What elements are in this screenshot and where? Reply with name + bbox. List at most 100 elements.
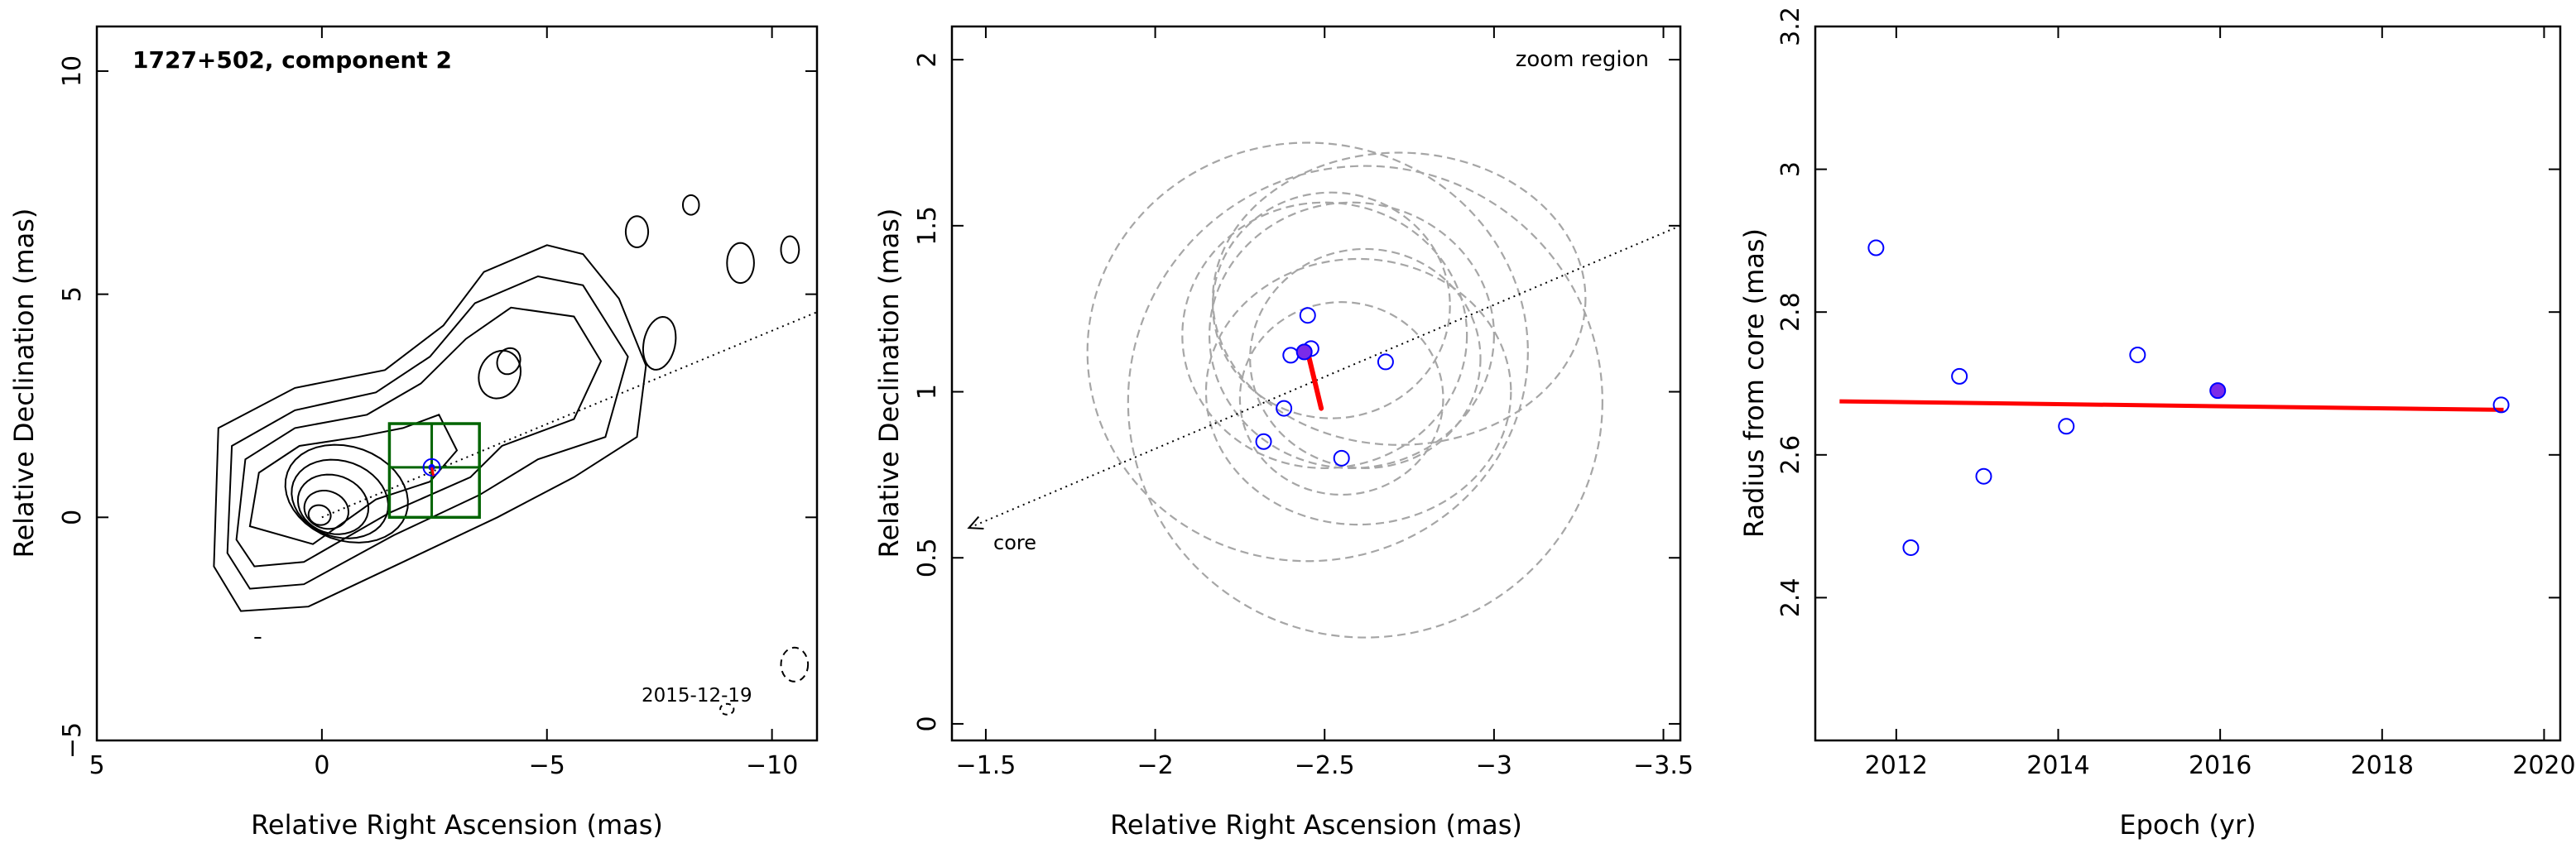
axis-ticks: 5 0 −5 −10 −5 0 5 10 — [58, 26, 817, 780]
map-marks — [321, 311, 817, 520]
component-marker — [422, 458, 441, 477]
jet-contour — [213, 244, 647, 612]
zoom-region-label: zoom region — [1516, 47, 1649, 72]
core-arrowhead — [967, 515, 984, 529]
x-tick-label: −10 — [746, 751, 798, 780]
plot-frame — [95, 25, 819, 742]
outer-contour — [642, 315, 677, 371]
epoch-annotation: 2015-12-19 — [642, 685, 752, 707]
x-tick-label: 5 — [89, 751, 104, 780]
contour-map-panel: 5 0 −5 −10 −5 0 5 10 1727+502, component 2 2015… — [8, 25, 819, 841]
zoom-marks — [967, 224, 1680, 529]
outer-contour — [726, 242, 755, 285]
epoch-point — [1333, 449, 1350, 467]
fit-line — [1839, 399, 2504, 412]
contour-lines — [213, 194, 810, 716]
y-tick-label: 2.4 — [1776, 578, 1805, 618]
core-contour — [291, 458, 390, 539]
epoch-point — [2058, 418, 2075, 435]
error-ellipse — [1238, 301, 1444, 496]
error-ellipses — [1086, 141, 1603, 639]
error-ellipse — [1204, 257, 1512, 526]
x-tick-label: −5 — [529, 751, 565, 780]
x-tick-label: −2.5 — [1295, 751, 1355, 780]
y-tick-label: 1.5 — [913, 206, 942, 246]
x-tick-label: 2014 — [2026, 751, 2089, 780]
error-ellipse — [1212, 151, 1587, 446]
y-tick-label: 2.6 — [1776, 435, 1805, 475]
x-tick-label: −2 — [1137, 751, 1173, 780]
knot-contour — [478, 349, 522, 400]
negative-contour — [719, 702, 735, 716]
x-tick-label: 2020 — [2512, 751, 2575, 780]
y-tick-label: −5 — [58, 722, 87, 759]
outer-contour — [780, 235, 800, 264]
epoch-point — [2492, 396, 2510, 414]
plot-frame — [1814, 25, 2562, 742]
epoch-point — [1902, 539, 1920, 556]
error-ellipse — [1127, 165, 1603, 639]
y-axis-label: Radius from core (mas) — [1738, 228, 1770, 538]
x-tick-label: −3.5 — [1633, 751, 1694, 780]
y-tick-label: 0 — [58, 510, 87, 525]
y-tick-label: 3 — [1776, 161, 1805, 177]
epoch-point — [1975, 467, 1992, 485]
x-tick-label: −1.5 — [956, 751, 1016, 780]
core-label: core — [993, 531, 1036, 554]
outer-contour — [624, 215, 650, 249]
y-tick-label: 1 — [913, 384, 942, 400]
radius-vs-epoch-panel: 2012 2014 2016 2018 2020 2.4 2.6 2.8 3 3.2 Epoch … — [1738, 7, 2576, 841]
y-tick-label: 2.8 — [1776, 292, 1805, 332]
x-tick-label: 0 — [314, 751, 329, 780]
x-axis-label: Epoch (yr) — [2119, 809, 2256, 841]
y-tick-label: 3.2 — [1776, 7, 1805, 46]
y-tick-label: 0 — [913, 716, 942, 731]
epoch-point — [1276, 400, 1293, 417]
error-ellipse — [1181, 201, 1468, 469]
negative-contour — [780, 646, 810, 683]
epoch-point — [1867, 239, 1885, 256]
x-axis-label: Relative Right Ascension (mas) — [1110, 809, 1522, 841]
x-tick-label: 2012 — [1865, 751, 1928, 780]
core-direction-line — [968, 224, 1680, 529]
jet-contour — [235, 306, 603, 568]
core-contour — [284, 443, 409, 544]
epoch-point — [1255, 433, 1272, 450]
highlighted-epoch-point — [1295, 343, 1313, 361]
epoch-point — [1299, 307, 1316, 324]
plot-title: 1727+502, component 2 — [132, 46, 452, 74]
error-ellipse — [1086, 141, 1529, 563]
outer-contour — [681, 194, 700, 216]
motion-vector — [1305, 349, 1324, 411]
highlighted-epoch-point — [2209, 382, 2227, 400]
x-tick-label: −3 — [1476, 751, 1512, 780]
error-ellipse — [1249, 247, 1482, 469]
jet-contour — [226, 275, 629, 590]
jet-axis-line — [321, 311, 817, 519]
knot-contour — [496, 347, 521, 376]
core-contour — [307, 504, 332, 526]
x-axis-label: Relative Right Ascension (mas) — [251, 809, 663, 841]
core-contour — [296, 473, 370, 535]
axis-ticks: 2012 2014 2016 2018 2020 2.4 2.6 2.8 3 3.2 — [1776, 7, 2576, 780]
plot-frame — [950, 25, 1682, 742]
y-axis-label: Relative Declination (mas) — [8, 208, 40, 558]
jet-contour — [248, 414, 459, 545]
axis-ticks: −1.5 −2 −2.5 −3 −3.5 0 0.5 1 1.5 2 — [913, 26, 1694, 780]
y-tick-label: 2 — [913, 52, 942, 68]
y-axis-label: Relative Declination (mas) — [873, 208, 905, 558]
epoch-point — [1377, 353, 1394, 371]
x-tick-label: 2018 — [2351, 751, 2414, 780]
zoom-box — [387, 422, 481, 520]
epoch-point — [2129, 346, 2146, 363]
component-vector — [430, 467, 435, 477]
epoch-marks — [1839, 239, 2510, 556]
y-tick-label: 0.5 — [913, 538, 942, 577]
epoch-point — [1282, 347, 1300, 364]
y-tick-label: 5 — [58, 286, 87, 302]
y-tick-label: 10 — [58, 55, 87, 87]
zoom-region-panel: −1.5 −2 −2.5 −3 −3.5 0 0.5 1 1.5 2 zoom region co… — [873, 25, 1694, 841]
epoch-point — [1951, 367, 1968, 385]
core-contour — [303, 490, 350, 530]
